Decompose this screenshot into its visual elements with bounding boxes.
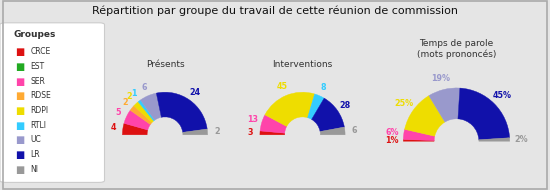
Wedge shape [140, 93, 161, 120]
Text: 5: 5 [116, 108, 121, 117]
Text: RTLI: RTLI [30, 121, 46, 130]
Text: 1: 1 [131, 89, 136, 98]
Wedge shape [320, 127, 345, 135]
Wedge shape [405, 96, 445, 136]
Wedge shape [403, 139, 434, 141]
Text: 3: 3 [248, 128, 254, 137]
Wedge shape [479, 138, 510, 141]
Text: EST: EST [30, 62, 45, 71]
Title: Présents: Présents [146, 60, 184, 69]
Wedge shape [260, 115, 287, 133]
Text: CRCE: CRCE [30, 48, 51, 56]
Text: ■: ■ [15, 135, 25, 145]
Text: LR: LR [30, 150, 40, 159]
Wedge shape [183, 129, 207, 135]
Text: 24: 24 [189, 88, 201, 97]
Wedge shape [123, 123, 148, 135]
Title: Interventions: Interventions [272, 60, 333, 69]
Text: 4: 4 [111, 123, 116, 132]
Text: 19%: 19% [432, 74, 450, 83]
Text: 6: 6 [351, 126, 357, 135]
Text: SER: SER [30, 77, 45, 86]
Text: 1%: 1% [385, 136, 398, 145]
Text: 2%: 2% [515, 135, 528, 144]
Text: ■: ■ [15, 106, 25, 116]
Text: 8: 8 [321, 83, 326, 92]
Text: 28: 28 [339, 101, 351, 110]
Text: RDSE: RDSE [30, 91, 51, 100]
Wedge shape [403, 129, 434, 140]
Wedge shape [429, 88, 460, 122]
Wedge shape [260, 131, 285, 135]
Text: ■: ■ [15, 121, 25, 131]
Text: ■: ■ [15, 77, 25, 87]
Text: 6: 6 [141, 83, 147, 92]
Text: UC: UC [30, 135, 41, 144]
Wedge shape [265, 92, 315, 126]
Wedge shape [124, 110, 150, 130]
Text: 25%: 25% [394, 99, 414, 108]
Wedge shape [156, 92, 207, 132]
Wedge shape [458, 88, 510, 140]
Wedge shape [312, 98, 344, 131]
Text: 6%: 6% [386, 128, 399, 137]
Text: 45%: 45% [493, 91, 512, 100]
Text: ■: ■ [15, 150, 25, 160]
Text: 2: 2 [122, 97, 128, 107]
Text: ■: ■ [15, 91, 25, 101]
Text: 2: 2 [214, 127, 219, 136]
Text: RDPI: RDPI [30, 106, 48, 115]
Text: ■: ■ [15, 62, 25, 72]
Wedge shape [134, 102, 153, 123]
Text: ■: ■ [15, 165, 25, 175]
Text: ■: ■ [15, 48, 25, 58]
Text: 45: 45 [277, 82, 288, 91]
Text: 2: 2 [126, 92, 133, 101]
Text: Répartition par groupe du travail de cette réunion de commission: Répartition par groupe du travail de cet… [92, 6, 458, 16]
Text: 13: 13 [247, 116, 258, 124]
Text: NI: NI [30, 165, 38, 173]
Text: Groupes: Groupes [14, 30, 56, 39]
Title: Temps de parole
(mots prononcés): Temps de parole (mots prononcés) [417, 39, 496, 59]
Wedge shape [130, 106, 152, 124]
Wedge shape [307, 94, 324, 119]
Wedge shape [138, 100, 155, 121]
